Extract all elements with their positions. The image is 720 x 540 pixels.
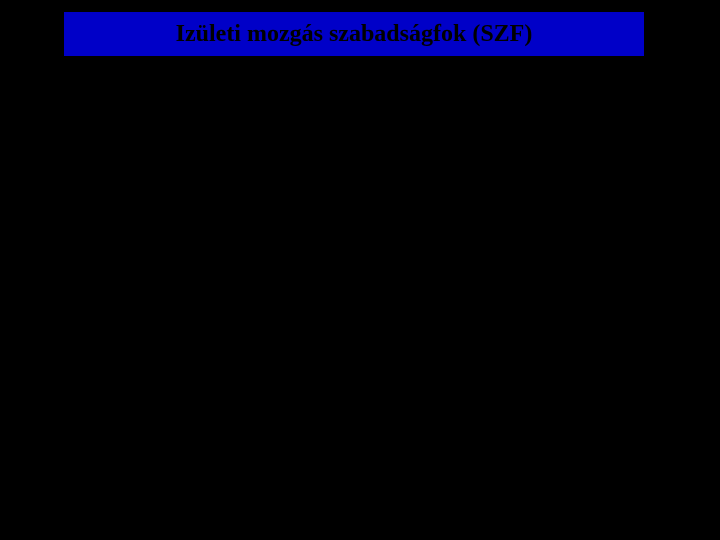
slide: Izületi mozgás szabadságfok (SZF) 3 D: S…	[0, 0, 720, 540]
formula-3d: 3 D: SZF = 6 N - K	[116, 122, 364, 156]
formula-2d: 2 D SZF = 3 N - K	[126, 170, 364, 204]
title-bar: Izületi mozgás szabadságfok (SZF)	[64, 12, 644, 56]
title-text: Izületi mozgás szabadságfok (SZF)	[176, 21, 533, 48]
definitions: N = testszegmensek száma, K = a korlátoz…	[56, 260, 558, 286]
